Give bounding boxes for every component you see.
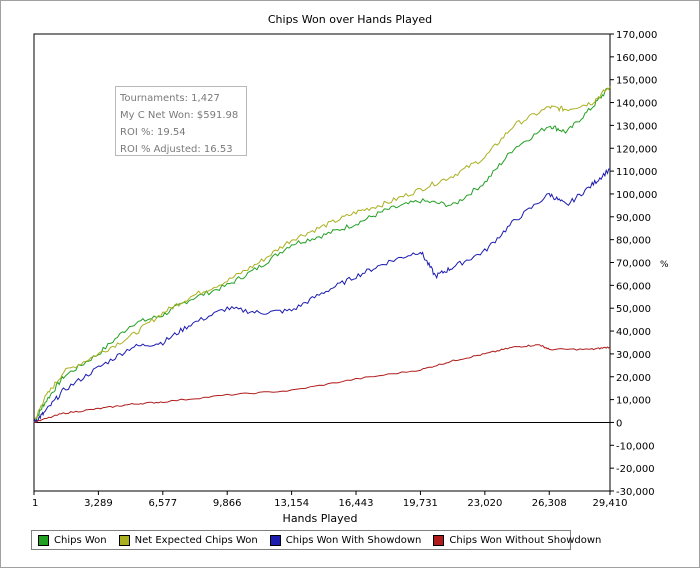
y-tick-label: 10,000 bbox=[616, 396, 651, 407]
legend: Chips Won Net Expected Chips Won Chips W… bbox=[31, 530, 601, 550]
x-tick-label: 19,731 bbox=[403, 498, 438, 509]
y-tick-label: -30,000 bbox=[616, 487, 655, 498]
y-tick-label: -20,000 bbox=[616, 464, 655, 475]
legend-item-with-showdown: Chips Won With Showdown bbox=[269, 534, 422, 546]
x-tick-label: 9,866 bbox=[213, 498, 242, 509]
y-tick-label: 100,000 bbox=[616, 190, 657, 201]
stats-roi-adjusted: ROI % Adjusted: 16.53 bbox=[120, 144, 233, 155]
y-tick-label: -10,000 bbox=[616, 441, 655, 452]
y-axis-label: % bbox=[660, 260, 669, 270]
legend-swatch bbox=[38, 534, 49, 546]
x-tick-label: 26,308 bbox=[532, 498, 567, 509]
y-tick-label: 20,000 bbox=[616, 373, 651, 384]
legend-item-chips-won: Chips Won bbox=[38, 534, 107, 546]
legend-label: Chips Won Without Showdown bbox=[449, 534, 602, 546]
y-tick-label: 150,000 bbox=[616, 76, 657, 87]
x-tick-label: 13,154 bbox=[274, 498, 309, 509]
plot-area: 1 3,289 6,577 9,866 13,154 16,443 19,731 23,020… bbox=[32, 30, 657, 509]
y-tick-label: 30,000 bbox=[616, 350, 651, 361]
x-tick-label: 23,020 bbox=[467, 498, 502, 509]
legend-swatch bbox=[269, 534, 281, 546]
x-tick-label: 1 bbox=[32, 498, 38, 509]
legend-swatch bbox=[118, 534, 130, 546]
stats-tournaments: Tournaments: 1,427 bbox=[120, 93, 220, 104]
legend-item-net-expected: Net Expected Chips Won bbox=[118, 534, 258, 546]
x-tick-label: 6,577 bbox=[148, 498, 177, 509]
legend-label: Chips Won With Showdown bbox=[285, 534, 422, 546]
y-tick-label: 40,000 bbox=[616, 327, 651, 338]
legend-item-without-showdown: Chips Won Without Showdown bbox=[433, 534, 602, 546]
y-tick-label: 130,000 bbox=[616, 121, 657, 132]
y-tick-label: 60,000 bbox=[616, 281, 651, 292]
series-line-1 bbox=[33, 86, 611, 423]
y-tick-label: 50,000 bbox=[616, 304, 651, 315]
stats-roi: ROI %: 19.54 bbox=[120, 127, 186, 138]
y-tick-label: 80,000 bbox=[616, 236, 651, 247]
series-line-2 bbox=[33, 168, 611, 423]
x-tick-label: 3,289 bbox=[84, 498, 113, 509]
chart-title: Chips Won over Hands Played bbox=[267, 13, 433, 26]
x-axis-label: Hands Played bbox=[282, 512, 358, 525]
legend-swatch bbox=[433, 534, 445, 546]
y-tick-label: 0 bbox=[616, 418, 622, 429]
y-tick-label: 90,000 bbox=[616, 213, 651, 224]
y-tick-label: 70,000 bbox=[616, 259, 651, 270]
x-tick-label: 29,410 bbox=[593, 498, 628, 509]
x-tick-label: 16,443 bbox=[339, 498, 374, 509]
y-tick-label: 140,000 bbox=[616, 99, 657, 110]
stats-net-won: My C Net Won: $591.98 bbox=[120, 110, 239, 121]
legend-label: Chips Won bbox=[54, 534, 107, 546]
y-tick-label: 120,000 bbox=[616, 144, 657, 155]
legend-label: Net Expected Chips Won bbox=[134, 534, 258, 546]
stats-box: Tournaments: 1,427 My C Net Won: $591.98… bbox=[115, 86, 247, 156]
series-line-0 bbox=[33, 86, 611, 423]
y-tick-label: 160,000 bbox=[616, 53, 657, 64]
series-line-3 bbox=[33, 344, 611, 423]
y-tick-label: 170,000 bbox=[616, 30, 657, 41]
y-tick-label: 110,000 bbox=[616, 167, 657, 178]
